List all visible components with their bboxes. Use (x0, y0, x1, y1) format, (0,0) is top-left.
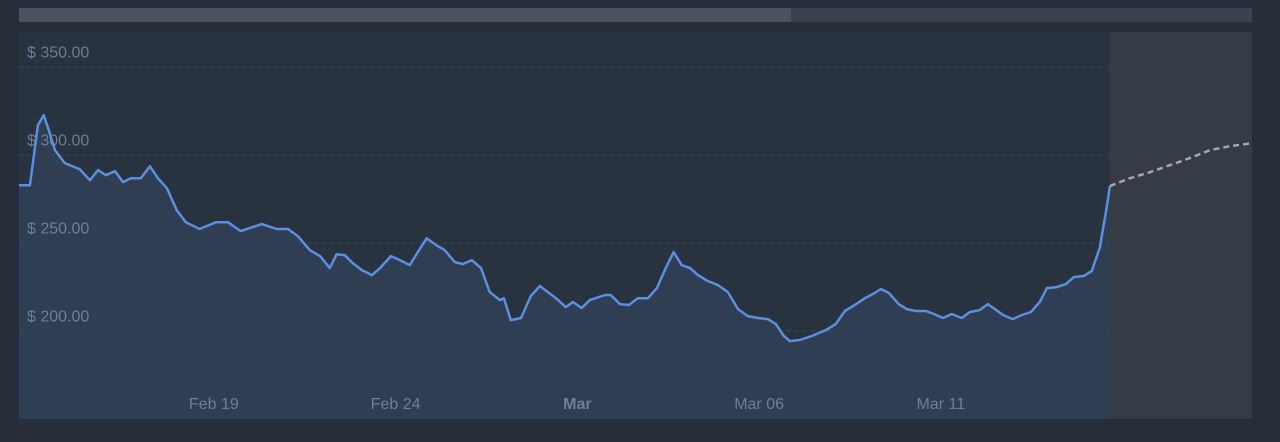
x-tick-label: Mar (563, 396, 591, 413)
y-tick-label: $ 350.00 (27, 44, 89, 61)
x-tick-label: Mar 11 (917, 396, 966, 413)
x-tick-label: Feb 24 (371, 396, 421, 413)
y-tick-label: $ 300.00 (27, 132, 89, 149)
forecast-shade (1109, 32, 1252, 419)
y-tick-label: $ 200.00 (27, 308, 89, 325)
x-tick-label: Mar 06 (734, 396, 784, 413)
x-tick-label: Feb 19 (189, 396, 239, 413)
y-tick-label: $ 250.00 (27, 220, 89, 237)
price-line (19, 113, 1112, 343)
plot-area (19, 32, 1252, 419)
scrollbar-thumb[interactable] (19, 8, 791, 22)
price-line (1109, 141, 1253, 188)
area (19, 115, 1110, 419)
